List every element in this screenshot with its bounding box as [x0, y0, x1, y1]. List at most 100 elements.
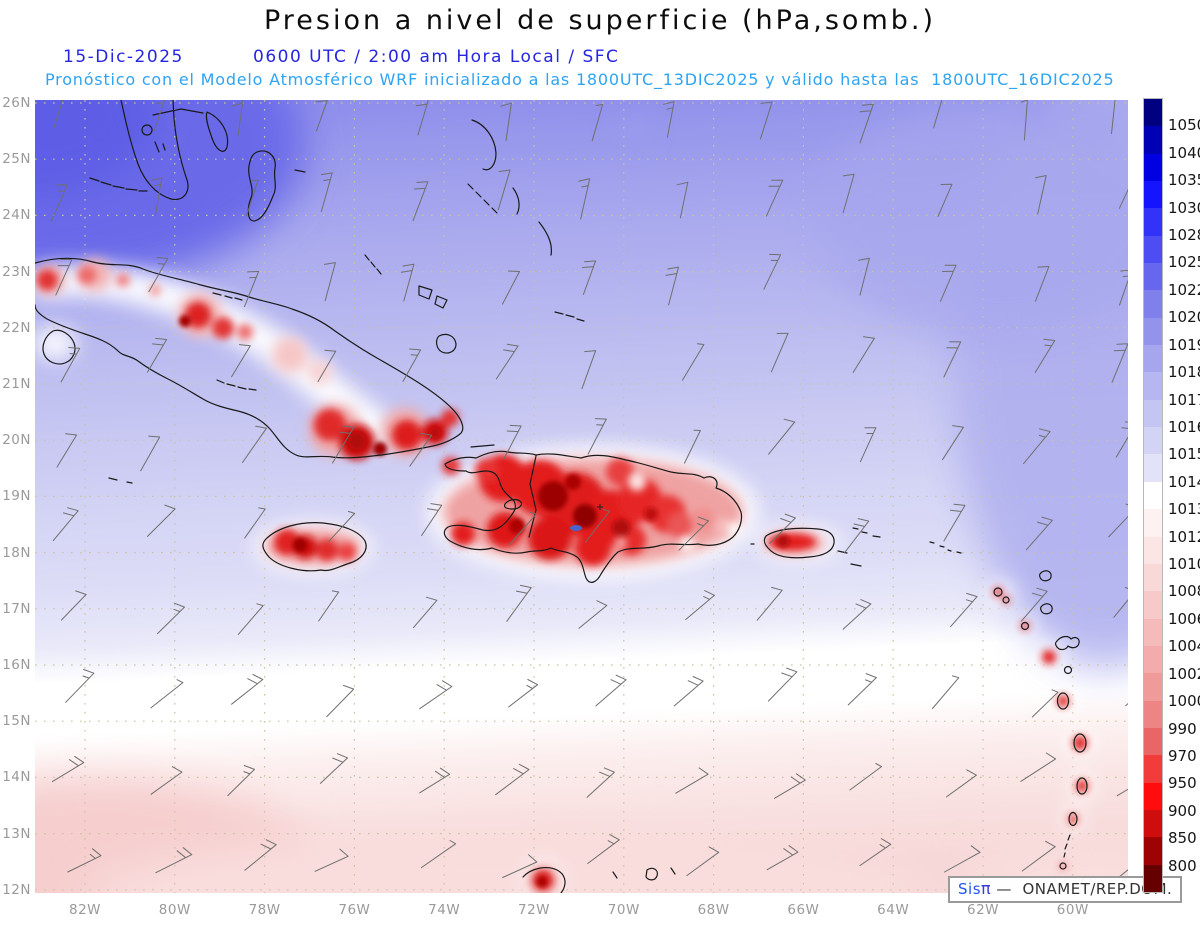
- colorbar-tick-label: 850: [1168, 829, 1197, 848]
- wind-barb: [675, 767, 709, 794]
- wind-barb: [842, 173, 855, 214]
- colorbar-segment: [1144, 345, 1162, 373]
- colorbar-tick-label: 1004: [1168, 637, 1200, 656]
- wind-barb: [859, 427, 877, 463]
- lat-tick-label: 20N: [2, 432, 31, 449]
- wind-barb: [150, 679, 184, 709]
- terrain-darkred-layer: [179, 315, 790, 887]
- wind-barb: [246, 179, 259, 217]
- gonave-island: [503, 498, 523, 510]
- wind-barb: [756, 586, 783, 621]
- wind-barb: [231, 674, 264, 705]
- wind-barb: [508, 679, 539, 708]
- wind-barb: [53, 100, 64, 128]
- pressure-shading-details: [35, 100, 1128, 893]
- colorbar-tick-label: 970: [1168, 746, 1197, 765]
- jamaica-coastline: [262, 522, 367, 572]
- wind-barb: [842, 599, 872, 630]
- wind-barb: [332, 425, 355, 464]
- wind-barb: [409, 432, 433, 467]
- wind-barb: [665, 266, 679, 306]
- colorbar-tick-label: 1000: [1168, 692, 1200, 711]
- lat-tick-label: 18N: [2, 544, 31, 561]
- wind-barb: [1119, 869, 1128, 877]
- colorbar-segment: [1144, 99, 1162, 127]
- wind-barb: [147, 504, 176, 537]
- wind-barb: [578, 178, 591, 220]
- colorbar-tick-label: 800: [1168, 856, 1197, 875]
- wind-barb: [324, 262, 336, 302]
- wind-barb: [497, 169, 511, 211]
- colorbar-segment: [1144, 208, 1162, 236]
- wind-barb: [763, 253, 782, 290]
- wind-barb: [318, 590, 340, 622]
- wind-barb: [766, 845, 799, 871]
- wind-barb: [943, 503, 966, 542]
- watermark-pi-icon: π: [981, 879, 992, 898]
- wind-barb: [844, 518, 870, 554]
- colorbar-segment: [1144, 809, 1162, 838]
- colorbar-segment: [1144, 126, 1162, 154]
- colorbar-tick-label: 1016: [1168, 417, 1200, 436]
- wind-barb: [1020, 587, 1048, 622]
- colorbar-tick-label: 1017: [1168, 390, 1200, 409]
- lon-tick-label: 60W: [1056, 902, 1089, 918]
- wind-barb: [1021, 840, 1056, 872]
- lon-tick-label: 68W: [697, 902, 730, 918]
- colorbar-tick-label: 990: [1168, 719, 1197, 738]
- lat-tick-label: 23N: [2, 263, 31, 280]
- hispaniola-coastline: [443, 450, 743, 583]
- wind-barb: [1023, 428, 1051, 465]
- wind-barb: [244, 839, 277, 871]
- wind-barb: [52, 507, 79, 542]
- wind-barb: [237, 603, 264, 635]
- wind-barb: [415, 100, 429, 136]
- wind-barb: [148, 257, 169, 293]
- wind-barb: [150, 766, 183, 795]
- wind-barb: [419, 767, 451, 794]
- colorbar-segment: [1144, 372, 1162, 400]
- colorbar-segment: [1144, 153, 1162, 182]
- wind-barb: [50, 184, 68, 222]
- watermark-system-name: Sis: [958, 880, 982, 898]
- colorbar-segment: [1144, 290, 1162, 318]
- wind-barb: [673, 676, 704, 707]
- wind-barb: [1025, 516, 1053, 551]
- wind-barb: [940, 264, 957, 302]
- wind-barb-layer: [50, 100, 1128, 878]
- colorbar-tick-label: 1020: [1168, 308, 1200, 327]
- colorbar-tick-label: 1019: [1168, 335, 1200, 354]
- colorbar-tick-label: 1008: [1168, 582, 1200, 601]
- wind-barb: [946, 769, 977, 798]
- florida-coastline: [120, 100, 189, 201]
- wind-barb: [942, 425, 964, 461]
- wind-barb: [1034, 338, 1056, 373]
- colorbar-tick-label: 1030: [1168, 198, 1200, 217]
- lat-tick-label: 16N: [2, 657, 31, 673]
- wind-barb: [1031, 689, 1059, 718]
- wind-barb: [1108, 503, 1128, 538]
- wind-barb: [765, 179, 784, 217]
- wind-barb: [1119, 269, 1128, 306]
- wind-barb: [55, 259, 73, 296]
- wind-barb: [1034, 266, 1050, 302]
- wind-barb: [419, 680, 453, 710]
- wind-barb: [154, 100, 165, 131]
- lat-tick-label: 24N: [2, 207, 31, 224]
- wind-barb: [937, 183, 953, 217]
- wind-barb: [686, 846, 720, 877]
- wind-barb: [495, 343, 519, 380]
- valid-time: 0600 UTC / 2:00 am Hora Local / SFC: [253, 47, 620, 67]
- wind-barb: [503, 424, 522, 460]
- wind-barb: [768, 418, 796, 455]
- cuba-coastline: [35, 257, 464, 459]
- colorbar-segment: [1144, 727, 1162, 756]
- colorbar-tick-label: 1040: [1168, 143, 1200, 162]
- wind-barb: [1111, 100, 1116, 135]
- page-title: Presion a nivel de superficie (hPa,somb.…: [263, 5, 937, 36]
- wind-barb: [950, 592, 978, 628]
- lon-tick-label: 74W: [428, 902, 461, 918]
- watermark-org: — ONAMET/REP.DOM.: [991, 880, 1173, 898]
- wind-barb: [1035, 175, 1047, 215]
